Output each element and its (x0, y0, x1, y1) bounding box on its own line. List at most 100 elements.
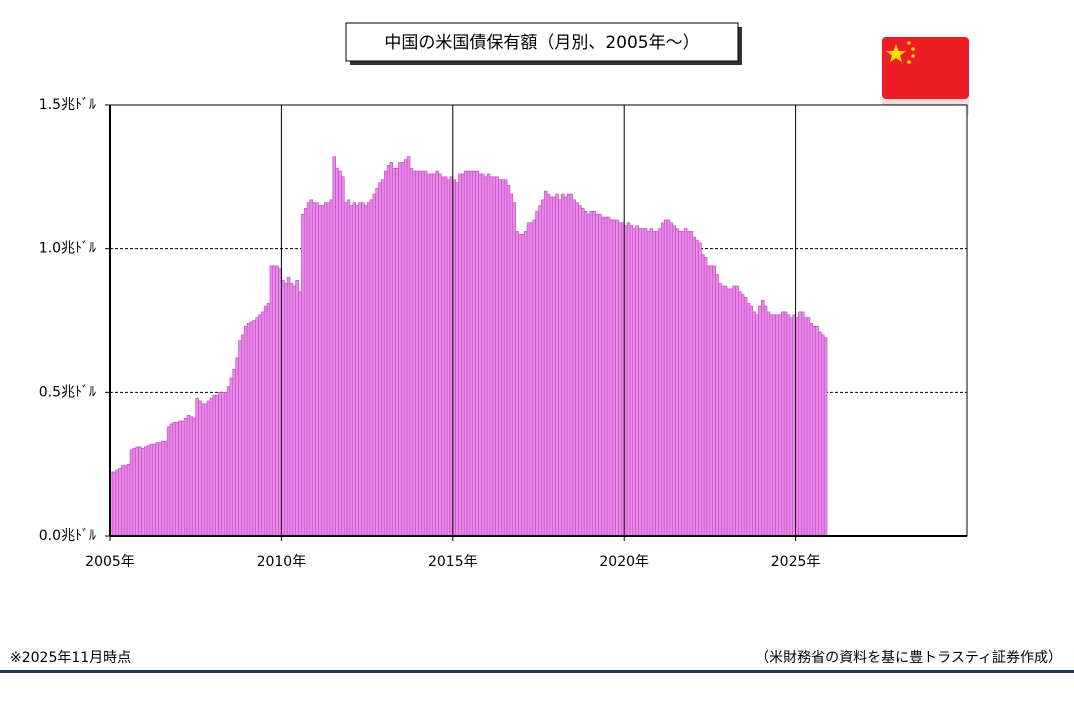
bar (443, 176, 448, 537)
bar (378, 182, 382, 537)
bar (506, 185, 511, 537)
bar (121, 465, 125, 537)
chart-title: 中国の米国債保有額（月別、2005年～） (384, 33, 699, 53)
bar (658, 228, 662, 537)
bar (798, 311, 802, 537)
bar (586, 213, 591, 537)
bar (238, 340, 242, 537)
bar (726, 288, 731, 537)
bar (546, 193, 551, 537)
bar (712, 265, 716, 537)
bar (352, 202, 356, 537)
bar (149, 443, 154, 537)
bar (141, 448, 145, 537)
bar (706, 265, 711, 537)
bar (261, 311, 265, 537)
bar (563, 196, 568, 537)
bar (781, 311, 785, 537)
bar (572, 199, 576, 537)
bar (395, 167, 399, 537)
bar (741, 294, 745, 537)
bar (312, 202, 316, 537)
bar (435, 170, 439, 537)
bar (272, 265, 276, 537)
bar (289, 282, 294, 537)
bar (152, 443, 157, 537)
bar (683, 228, 688, 537)
bar (806, 317, 811, 537)
bar (661, 222, 665, 537)
bar (618, 222, 622, 537)
bar (163, 440, 168, 537)
bar (226, 386, 231, 537)
bar (763, 305, 768, 537)
bar (761, 300, 765, 537)
bar (215, 394, 219, 537)
bar (361, 202, 365, 537)
bar (758, 305, 762, 537)
bar (172, 422, 176, 537)
bar (678, 231, 682, 537)
bar (641, 228, 645, 537)
bar (612, 219, 616, 537)
bar (558, 199, 562, 537)
bar (335, 167, 339, 537)
bar (201, 403, 205, 537)
bar (129, 449, 134, 537)
bar (263, 305, 268, 537)
bar (521, 234, 525, 537)
flag-field (882, 37, 969, 99)
bar (206, 400, 211, 537)
bar (246, 323, 251, 537)
bar (232, 369, 236, 537)
bar (366, 202, 371, 537)
bar (498, 179, 502, 537)
bar (766, 311, 771, 537)
bar (552, 196, 556, 537)
bar (483, 176, 488, 537)
bar (635, 225, 639, 537)
bar (786, 314, 791, 537)
bar (235, 357, 239, 537)
bar (703, 256, 708, 537)
bar (501, 179, 505, 537)
bar (769, 314, 774, 537)
bar (403, 159, 408, 537)
bar (398, 162, 402, 537)
bar (338, 170, 342, 537)
bar (112, 471, 117, 537)
y-tick-label: 0.0兆ﾄﾞﾙ (39, 528, 96, 544)
bar (481, 173, 485, 537)
bar (743, 297, 748, 537)
bar (323, 202, 328, 537)
bar (749, 305, 754, 537)
bar (812, 325, 816, 537)
y-tick-label: 0.5兆ﾄﾞﾙ (39, 384, 96, 400)
bar (415, 170, 419, 537)
bar (803, 317, 808, 537)
bar (575, 202, 579, 537)
bar (178, 420, 182, 537)
bar (389, 162, 394, 537)
flag-star (911, 47, 915, 51)
bar (735, 285, 739, 537)
bar (666, 219, 671, 537)
bar (438, 173, 442, 537)
bar (249, 321, 254, 537)
bar (135, 446, 139, 537)
bar (675, 228, 679, 537)
bar (595, 213, 599, 537)
bar (155, 442, 159, 537)
bar (775, 314, 779, 537)
bar (561, 193, 565, 537)
bar (212, 394, 216, 537)
bar (629, 225, 634, 537)
bar (532, 219, 536, 537)
bar (169, 423, 174, 537)
bar (649, 228, 654, 537)
bar (589, 211, 594, 537)
bar (186, 415, 191, 537)
bar (495, 176, 499, 537)
bar (301, 213, 305, 537)
